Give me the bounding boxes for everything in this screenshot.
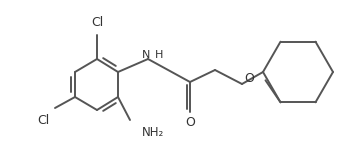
Text: NH₂: NH₂: [142, 126, 164, 139]
Text: N: N: [142, 50, 150, 60]
Text: Cl: Cl: [37, 113, 49, 126]
Text: H: H: [155, 50, 163, 60]
Text: Cl: Cl: [91, 16, 103, 29]
Text: O: O: [244, 73, 254, 86]
Text: O: O: [185, 115, 195, 128]
